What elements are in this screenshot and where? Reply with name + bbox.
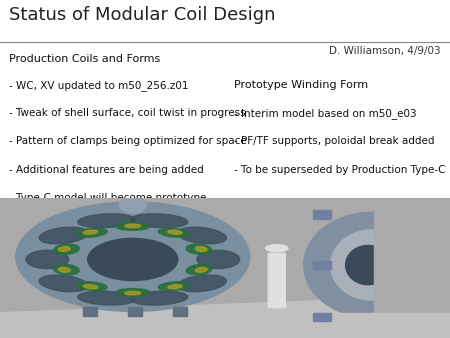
Bar [83,307,97,316]
Ellipse shape [178,227,226,244]
Ellipse shape [158,282,189,290]
Ellipse shape [186,244,212,255]
Bar [0,313,450,338]
Bar [374,212,450,317]
Ellipse shape [119,196,146,213]
Ellipse shape [54,265,79,275]
Ellipse shape [78,291,135,305]
Text: - WC, XV updated to m50_256.z01: - WC, XV updated to m50_256.z01 [9,80,189,91]
Ellipse shape [158,228,189,237]
Bar [313,313,331,321]
Text: - Type-C model will become prototype: - Type-C model will become prototype [9,193,207,203]
Ellipse shape [83,230,98,234]
Text: Prototype Winding Form: Prototype Winding Form [234,80,368,90]
Ellipse shape [195,247,207,251]
Ellipse shape [195,267,207,272]
Ellipse shape [125,291,140,295]
Text: - PF/TF supports, poloidal break added: - PF/TF supports, poloidal break added [234,136,435,146]
Ellipse shape [331,230,412,300]
Ellipse shape [130,291,188,305]
Bar [313,210,331,219]
Ellipse shape [130,214,188,228]
Text: D. Williamson, 4/9/03: D. Williamson, 4/9/03 [329,46,441,56]
Text: Production Coils and Forms: Production Coils and Forms [9,54,160,65]
Bar [128,307,142,316]
Circle shape [266,245,288,252]
Ellipse shape [88,238,178,281]
Ellipse shape [125,224,140,227]
Ellipse shape [346,245,391,285]
Ellipse shape [168,285,182,289]
Ellipse shape [76,228,107,237]
Ellipse shape [58,267,70,272]
Ellipse shape [39,275,88,292]
Ellipse shape [197,250,239,269]
Ellipse shape [39,227,88,244]
Ellipse shape [178,275,226,292]
Text: - To be superseded by Production Type-C: - To be superseded by Production Type-C [234,165,446,174]
Ellipse shape [78,214,135,228]
Ellipse shape [304,213,439,318]
Text: - Interim model based on m50_e03: - Interim model based on m50_e03 [234,108,417,119]
Ellipse shape [76,282,107,290]
Ellipse shape [16,202,250,311]
Ellipse shape [116,289,149,296]
Text: - Pattern of clamps being optimized for space: - Pattern of clamps being optimized for … [9,136,247,146]
Ellipse shape [58,247,70,251]
Ellipse shape [54,244,79,255]
Ellipse shape [116,223,149,230]
Bar [313,261,331,269]
Text: - Tweak of shell surface, coil twist in progress: - Tweak of shell surface, coil twist in … [9,108,246,118]
Ellipse shape [83,285,98,289]
Text: Status of Modular Coil Design: Status of Modular Coil Design [9,6,275,24]
Ellipse shape [168,230,182,234]
Ellipse shape [186,265,212,275]
Text: - Additional features are being added: - Additional features are being added [9,165,204,174]
FancyBboxPatch shape [268,253,285,308]
Polygon shape [0,296,450,338]
Bar [173,307,187,316]
Ellipse shape [26,250,68,269]
